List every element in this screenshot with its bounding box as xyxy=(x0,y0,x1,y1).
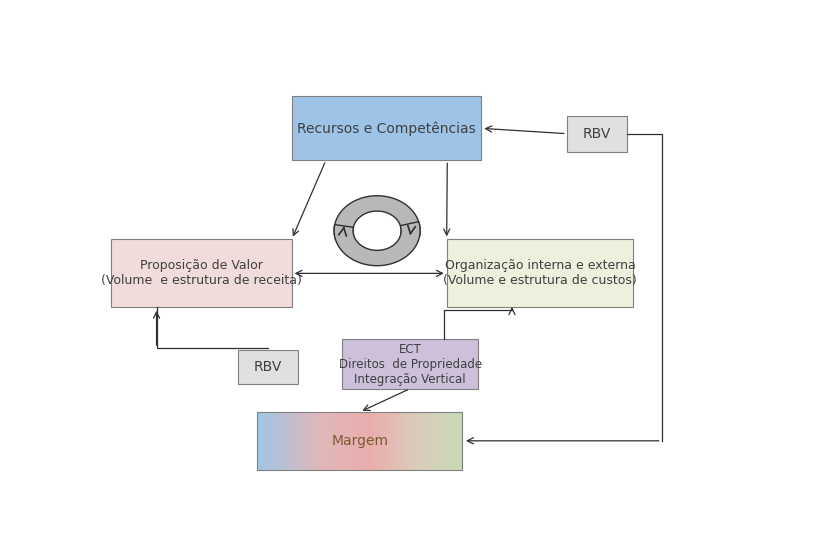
Text: ECT
Direitos  de Propriedade
Integração Vertical: ECT Direitos de Propriedade Integração V… xyxy=(339,342,482,386)
FancyBboxPatch shape xyxy=(567,116,627,152)
FancyBboxPatch shape xyxy=(343,340,478,388)
FancyBboxPatch shape xyxy=(238,350,298,384)
Polygon shape xyxy=(334,222,420,266)
Text: RBV: RBV xyxy=(583,127,611,141)
Text: Recursos e Competências: Recursos e Competências xyxy=(297,121,476,136)
FancyBboxPatch shape xyxy=(446,239,633,307)
FancyBboxPatch shape xyxy=(112,239,292,307)
Polygon shape xyxy=(334,196,420,240)
Text: Proposição de Valor
(Volume  e estrutura de receita): Proposição de Valor (Volume e estrutura … xyxy=(101,259,302,288)
Text: Organização interna e externa
(Volume e estrutura de custos): Organização interna e externa (Volume e … xyxy=(443,259,636,288)
Text: RBV: RBV xyxy=(254,360,282,374)
FancyBboxPatch shape xyxy=(292,96,481,160)
Text: Margem: Margem xyxy=(331,434,388,448)
